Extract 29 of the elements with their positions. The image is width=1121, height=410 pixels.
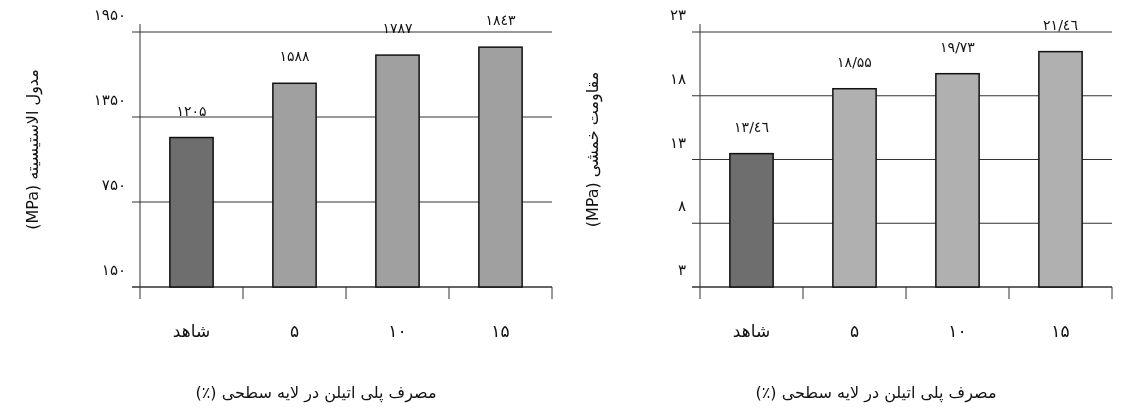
y-axis-title: مدول الاستیسیته (MPa) [23,69,43,230]
y-tick-label: ۱۹۵۰ [93,6,126,24]
x-tick-label: ۱۵ [491,321,510,341]
y-tick-label: ۲۳ [669,6,686,24]
x-tick-label: ۵ [849,321,860,341]
y-tick-label: ۱۳۵۰ [93,91,126,109]
y-axis-title: مقاومت خمشی (MPa) [583,71,603,228]
data-label: ۱۳/٤٦ [734,118,769,135]
x-tick-label: ۵ [289,321,300,341]
data-label: ۱۸/۵۵ [837,53,872,70]
data-label: ۱۹/۷۳ [940,38,976,55]
x-tick-label: ۱۰ [388,321,407,341]
y-tick-label: ۷۵۰ [101,176,126,194]
data-label: ۱۸٤۳ [485,12,517,29]
y-tick-label: ۱۸ [669,69,686,88]
x-axis-title: مصرف پلی اتیلن در لایه سطحی (٪) [755,383,997,403]
y-tick-label: ۱۳ [669,133,686,152]
x-tick-label: ۱۰ [948,321,967,341]
y-tick-label: ۳ [677,261,686,279]
x-tick-label: شاهد [732,321,771,341]
x-tick-label: شاهد [172,321,211,341]
data-label: ۲۱/٤٦ [1043,16,1078,33]
data-label: ۱۷۸۷ [382,20,414,37]
x-axis-title: مصرف پلی اتیلن در لایه سطحی (٪) [195,383,437,403]
x-tick-label: ۱۵ [1051,321,1070,341]
data-label: ۱۵۸۸ [279,48,311,65]
y-tick-label: ۸ [677,197,686,216]
data-label: ۱۲۰۵ [176,102,207,119]
y-tick-label: ۱۵۰ [101,261,126,279]
